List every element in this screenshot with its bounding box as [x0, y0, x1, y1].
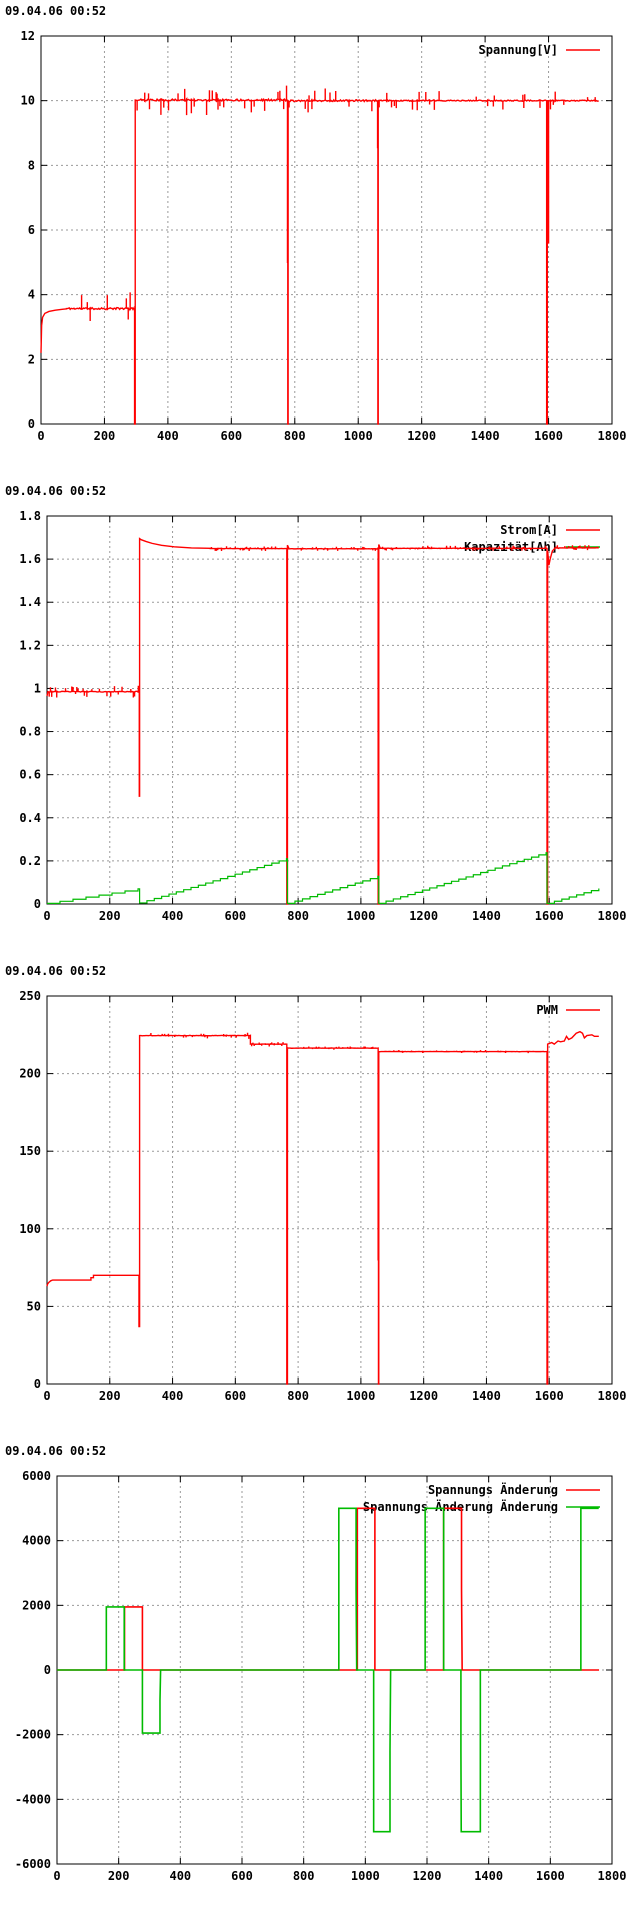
y-tick-label: 8	[28, 158, 35, 172]
y-tick-label: 0.2	[19, 854, 41, 868]
x-tick-label: 0	[43, 1389, 50, 1403]
y-tick-label: 0	[28, 417, 35, 431]
x-tick-label: 1200	[407, 429, 436, 443]
y-tick-label: 1.2	[19, 638, 41, 652]
x-tick-label: 600	[220, 429, 242, 443]
plot-border	[46, 995, 613, 1385]
chart-timestamp: 09.04.06 00:52	[5, 484, 107, 498]
x-tick-label: 1200	[413, 1869, 442, 1883]
x-tick-label: 0	[43, 909, 50, 923]
chart-timestamp: 09.04.06 00:52	[5, 4, 107, 18]
legend-label: Strom[A]	[500, 523, 558, 537]
y-tick-label: -4000	[15, 1792, 51, 1806]
x-tick-label: 1400	[472, 1389, 501, 1403]
x-tick-label: 200	[99, 909, 121, 923]
spannungs-aenderung-chart-svg: 0 200 400 600 800 1000 1200 1400 1600 1800 -6000 -4…	[15, 1469, 627, 1883]
series-line-strom-a-	[46, 537, 599, 905]
spannung-chart-svg: 0 200 400 600 800 1000 1200 1400 1600 1800 0 2 4 6 8 10…	[21, 29, 627, 443]
x-tick-label: 400	[162, 1389, 184, 1403]
y-tick-label: 1	[34, 681, 41, 695]
y-tick-label: 10	[21, 94, 35, 108]
series-line-spannung-v-	[40, 85, 599, 425]
x-tick-label: 1800	[598, 1389, 627, 1403]
chart-block-spannung: 09.04.06 00:52 0 200 400 600 800 1000 1200 1400…	[0, 0, 640, 480]
chart-block-pwm: 09.04.06 00:52 0 200 400 600 800 1000 1200 1400…	[0, 960, 640, 1440]
legend-label: Spannungs Änderung Änderung	[363, 1499, 558, 1514]
series-line-spannungs-nderung	[57, 1507, 600, 1671]
y-tick-label: 0	[44, 1663, 51, 1677]
legend-label: Kapazität[Ah]	[464, 540, 558, 554]
y-tick-label: 2000	[22, 1598, 51, 1612]
x-tick-label: 1400	[474, 1869, 503, 1883]
x-tick-label: 400	[169, 1869, 191, 1883]
x-tick-label: 1200	[409, 1389, 438, 1403]
x-tick-label: 400	[157, 429, 179, 443]
y-tick-label: 100	[19, 1222, 41, 1236]
x-tick-label: 800	[284, 429, 306, 443]
x-tick-label: 800	[287, 1389, 309, 1403]
legend-label: Spannungs Änderung	[428, 1482, 558, 1497]
x-tick-label: 1000	[351, 1869, 380, 1883]
y-tick-label: -2000	[15, 1728, 51, 1742]
series-line-spannungs-nderung-nderung	[57, 1507, 599, 1833]
chart-timestamp: 09.04.06 00:52	[5, 1444, 107, 1458]
series-line-pwm	[46, 1030, 599, 1385]
x-tick-label: 1800	[598, 429, 627, 443]
legend-label: Spannung[V]	[479, 43, 558, 57]
x-tick-label: 200	[99, 1389, 121, 1403]
x-tick-label: 1600	[534, 429, 563, 443]
legend-label: PWM	[536, 1003, 558, 1017]
x-tick-label: 200	[94, 429, 116, 443]
x-tick-label: 800	[287, 909, 309, 923]
x-tick-label: 1600	[535, 1389, 564, 1403]
y-tick-label: 50	[27, 1299, 41, 1313]
chart-block-spannungs-aenderung: 09.04.06 00:52 0 200 400 600 800 1000 1200 1400…	[0, 1440, 640, 1920]
y-tick-label: 12	[21, 29, 35, 43]
x-tick-label: 400	[162, 909, 184, 923]
x-tick-label: 600	[224, 909, 246, 923]
chart-timestamp: 09.04.06 00:52	[5, 964, 107, 978]
chart-block-strom-kapazitaet: 09.04.06 00:52 0 200 400 600 800 1000 1200 1400…	[0, 480, 640, 960]
y-tick-label: 1.4	[19, 595, 41, 609]
x-tick-label: 600	[231, 1869, 253, 1883]
plot-border	[46, 515, 613, 905]
x-tick-label: 1600	[535, 909, 564, 923]
y-tick-label: 4000	[22, 1534, 51, 1548]
pwm-chart-svg: 0 200 400 600 800 1000 1200 1400 1600 1800 0 50 100 1…	[19, 989, 627, 1403]
x-tick-label: 1200	[409, 909, 438, 923]
series-line-kapazit-t-ah-	[47, 852, 600, 904]
y-tick-label: 2	[28, 352, 35, 366]
y-tick-label: 4	[28, 288, 35, 302]
x-tick-label: 1000	[346, 909, 375, 923]
y-tick-label: 250	[19, 989, 41, 1003]
y-tick-label: 6000	[22, 1469, 51, 1483]
y-tick-label: 6	[28, 223, 35, 237]
x-tick-label: 1800	[598, 909, 627, 923]
y-tick-label: 200	[19, 1067, 41, 1081]
x-tick-label: 1400	[472, 909, 501, 923]
x-tick-label: 1000	[346, 1389, 375, 1403]
y-tick-label: 150	[19, 1144, 41, 1158]
y-tick-label: 0	[34, 897, 41, 911]
y-tick-label: -6000	[15, 1857, 51, 1871]
y-tick-label: 0	[34, 1377, 41, 1391]
y-tick-label: 1.8	[19, 509, 41, 523]
x-tick-label: 1800	[598, 1869, 627, 1883]
x-tick-label: 600	[224, 1389, 246, 1403]
y-tick-label: 0.6	[19, 768, 41, 782]
x-tick-label: 0	[37, 429, 44, 443]
y-tick-label: 0.4	[19, 811, 41, 825]
strom-kapazitaet-chart-svg: 0 200 400 600 800 1000 1200 1400 1600 1800 0 0.2 0.4…	[19, 509, 627, 923]
x-tick-label: 1600	[536, 1869, 565, 1883]
y-tick-label: 0.8	[19, 725, 41, 739]
x-tick-label: 1000	[344, 429, 373, 443]
x-tick-label: 0	[53, 1869, 60, 1883]
x-tick-label: 1400	[471, 429, 500, 443]
x-tick-label: 800	[293, 1869, 315, 1883]
y-tick-label: 1.6	[19, 552, 41, 566]
x-tick-label: 200	[108, 1869, 130, 1883]
